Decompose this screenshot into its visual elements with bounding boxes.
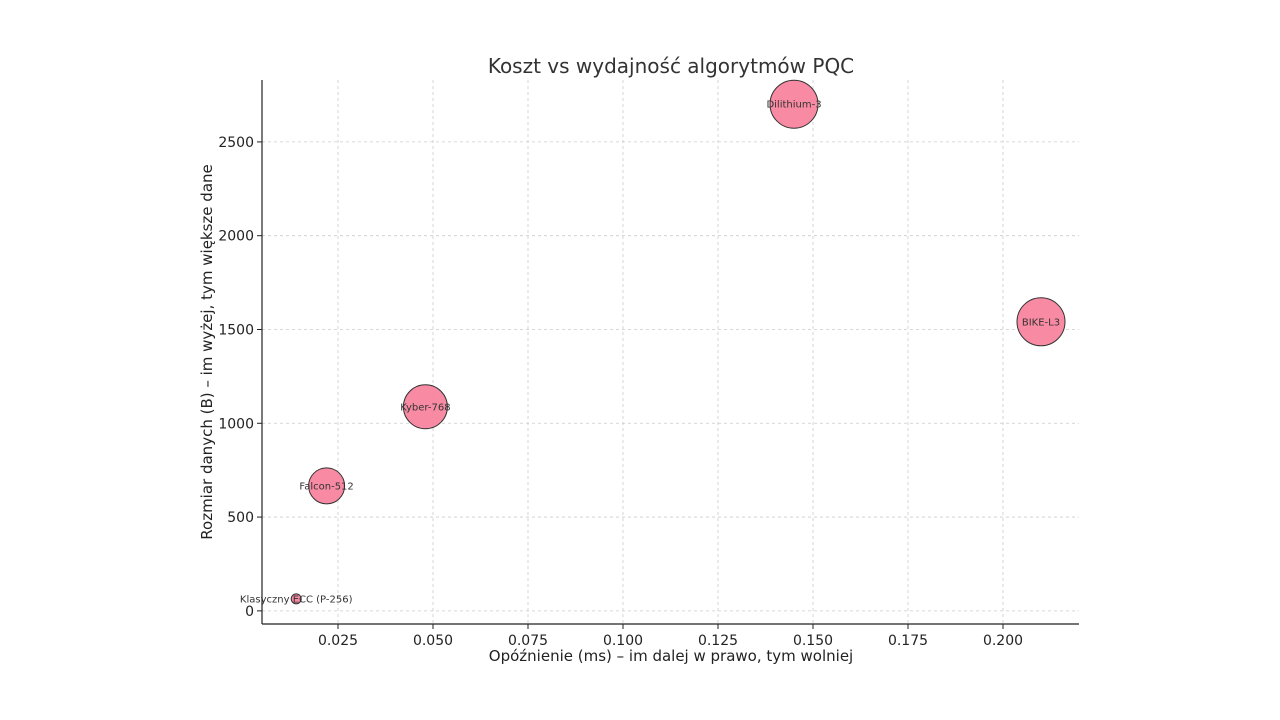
y-tick-label: 1500 [218,322,254,338]
grid-layer [262,80,1079,624]
chart-title: Koszt vs wydajność algorytmów PQC [488,54,854,78]
data-point-label: BIKE-L3 [1022,317,1060,328]
x-tick-label: 0.200 [983,633,1023,649]
data-point [769,79,819,129]
x-tick-label: 0.175 [888,633,928,649]
data-point-label: Falcon-512 [299,481,353,492]
data-point-label: Dilithium-3 [766,100,821,111]
y-tick-label: 2000 [218,229,254,245]
data-point [308,467,346,505]
plot-frame [262,80,1079,624]
y-tick-label: 1000 [218,416,254,432]
ticks-layer: 0.025 0.050 0.075 0.100 0.125 0.150 0.175 0.200… [218,135,1023,649]
data-point [1016,297,1066,347]
x-tick-label: 0.025 [318,633,358,649]
data-point [402,384,448,430]
y-axis-label: Rozmiar danych (B) – im wyżej, tym więks… [198,164,216,539]
data-point [290,593,302,605]
y-tick-label: 2500 [218,135,254,151]
x-axis-label: Opóźnienie (ms) – im dalej w prawo, tym … [489,647,853,665]
data-point-label: Kyber-768 [400,402,450,413]
y-tick-label: 500 [227,510,254,526]
x-tick-label: 0.050 [413,633,453,649]
points-layer: Klasyczny ECC (P-256) Falcon-512 Kyber-768… [240,79,1066,605]
y-tick-label: 0 [245,604,254,620]
x-tick-label: 0.100 [603,633,643,649]
x-tick-label: 0.075 [508,633,548,649]
x-tick-label: 0.150 [793,633,833,649]
x-tick-label: 0.125 [698,633,738,649]
data-point-label: Klasyczny ECC (P-256) [240,594,353,605]
